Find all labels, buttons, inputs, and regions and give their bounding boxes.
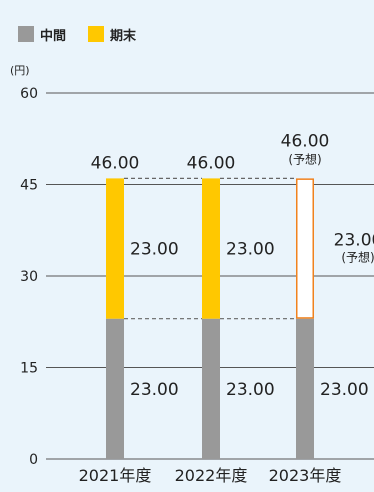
legend-swatch-1 (88, 26, 104, 42)
total-label-0: 46.00 (91, 153, 140, 173)
forecast-note-total-2: (予想) (288, 151, 321, 166)
bar-中間-2 (296, 318, 314, 459)
value-label-期末-2: 23.00 (334, 231, 374, 251)
value-label-期末-1: 23.00 (226, 240, 275, 260)
value-label-期末-0: 23.00 (130, 240, 179, 260)
bar-中間-1 (202, 318, 220, 459)
bar-期末-2 (296, 178, 314, 319)
value-label-中間-2: 23.00 (320, 380, 369, 400)
bar-期末-0 (106, 178, 124, 319)
legend-swatch-0 (18, 26, 34, 42)
bar-中間-0 (106, 318, 124, 459)
legend-label-0: 中間 (40, 28, 66, 44)
y-unit-label: (円) (10, 64, 30, 77)
total-label-1: 46.00 (187, 153, 236, 173)
forecast-note-segment-2: (予想) (341, 250, 374, 265)
value-label-中間-1: 23.00 (226, 380, 275, 400)
y-tick-label-4: 60 (20, 86, 38, 102)
total-label-2: 46.00 (281, 131, 330, 151)
x-tick-label-2: 2023年度 (269, 466, 342, 485)
y-tick-label-3: 45 (20, 178, 38, 194)
value-label-中間-0: 23.00 (130, 380, 179, 400)
x-tick-label-1: 2022年度 (175, 466, 248, 485)
x-tick-label-0: 2021年度 (79, 466, 152, 485)
y-tick-label-0: 0 (29, 452, 38, 468)
y-tick-label-1: 15 (20, 361, 38, 377)
y-tick-label-2: 30 (20, 269, 38, 285)
bar-期末-1 (202, 178, 220, 319)
legend-label-1: 期末 (110, 28, 137, 44)
